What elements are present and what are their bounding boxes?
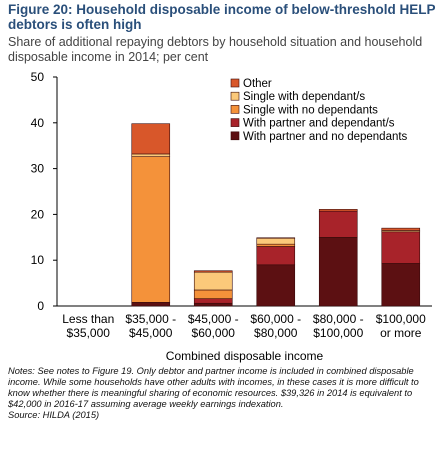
chart-title: Figure 20: Household disposable income o… [8, 2, 436, 32]
legend-swatch [230, 105, 240, 114]
bar-segment [256, 243, 296, 247]
bar-segment [318, 210, 358, 238]
bar-segment [381, 263, 421, 307]
legend-swatch [230, 91, 240, 101]
legend-label: Single with no dependants [243, 104, 378, 116]
bar-segment [256, 237, 296, 245]
x-tick-label: $60,000 -$80,000 [250, 312, 301, 340]
bar-segment [256, 246, 296, 266]
bar-segment [381, 227, 421, 231]
x-axis-label: Combined disposable income [166, 349, 324, 363]
y-tick-label: 50 [31, 70, 45, 84]
legend-label: With partner and no dependants [243, 131, 408, 143]
bar-segment [256, 264, 296, 307]
x-tick-label: Less than $35,000 [62, 312, 114, 340]
stacked-bar-chart: 0 10 20 30 40 50 Less than $35,000 $35,000 -$45,… [31, 70, 432, 363]
x-tick-label: $35,000 -$45,000 [125, 312, 176, 340]
notes-text: Notes: See notes to Figure 19. Only debt… [8, 366, 419, 409]
x-tick-label: $80,000 -$100,000 [313, 312, 364, 340]
x-tick-label: $45,000 -$60,000 [188, 312, 239, 340]
y-tick-label: 0 [37, 299, 44, 313]
bar-segment [193, 289, 233, 299]
bar-segment [318, 209, 358, 212]
bar-segment [193, 302, 233, 307]
y-tick-label: 30 [31, 162, 45, 176]
legend-label: Other [243, 78, 272, 90]
source-text: Source: HILDA (2015) [8, 410, 100, 420]
legend-label: With partner and dependant/s [243, 118, 395, 130]
y-tick-label: 20 [31, 207, 45, 221]
bar-segment [193, 271, 233, 291]
bar-segment [131, 153, 171, 157]
chart-subtitle: Share of additional repaying debtors by … [8, 35, 423, 64]
bar-segment [131, 156, 171, 303]
legend-swatch [230, 118, 240, 127]
y-tick-label: 10 [31, 253, 45, 267]
chart-notes: Notes: See notes to Figure 19. Only debt… [8, 366, 440, 421]
bar-segment [381, 231, 421, 264]
bar-segment [131, 123, 171, 155]
bar-segment [193, 270, 233, 273]
legend-label: Single with dependant/s [243, 91, 365, 103]
legend-swatch [230, 78, 240, 88]
x-tick-label: $100,000 or more [376, 312, 426, 340]
bar-segment [131, 302, 171, 307]
y-tick-label: 40 [31, 116, 45, 130]
bar-segment [318, 237, 358, 307]
legend-swatch [230, 131, 240, 141]
bar-segment [193, 298, 233, 304]
